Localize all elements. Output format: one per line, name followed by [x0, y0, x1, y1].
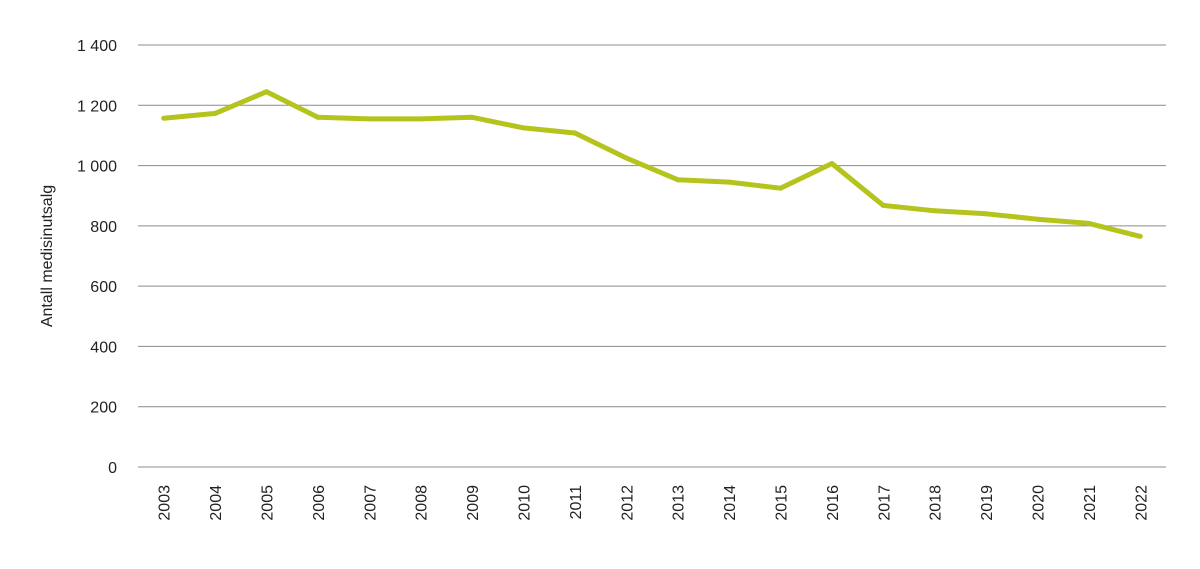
x-tick-label: 2009	[465, 485, 482, 521]
x-tick-label: 2015	[774, 485, 791, 521]
data-point	[983, 211, 989, 217]
data-point	[880, 202, 886, 208]
data-point	[469, 114, 475, 120]
x-tick-label: 2019	[979, 485, 996, 521]
x-tick-label: 2014	[722, 485, 739, 521]
data-point	[1137, 233, 1143, 239]
y-tick-label: 800	[90, 219, 117, 236]
x-tick-label: 2011	[568, 485, 585, 520]
data-point	[264, 89, 269, 95]
series-line	[163, 89, 1141, 239]
x-tick-label: 2013	[671, 485, 688, 521]
x-tick-label: 2012	[619, 485, 636, 521]
data-point	[366, 116, 372, 122]
x-tick-label: 2008	[414, 485, 431, 521]
y-axis-title: Antall medisinutsalg	[39, 185, 56, 327]
y-tick-label: 200	[90, 400, 117, 417]
data-point	[521, 125, 526, 131]
x-tick-label: 2016	[825, 485, 842, 521]
x-tick-label: 2020	[1031, 485, 1048, 521]
x-tick-label: 2017	[876, 485, 893, 521]
data-point	[829, 160, 835, 166]
y-axis-tick-labels: 0 200 400 600 800 1 000 1 200 1 400	[77, 38, 117, 477]
y-tick-label: 400	[90, 339, 117, 356]
x-tick-label: 2007	[362, 485, 379, 521]
y-tick-label: 1 400	[77, 38, 117, 55]
x-tick-label: 2018	[928, 485, 945, 521]
y-tick-label: 600	[90, 279, 117, 296]
data-point	[675, 177, 681, 183]
data-point	[161, 115, 167, 121]
gridlines	[138, 44, 1166, 468]
x-axis-tick-labels: 2003 2004 2005 2006 2007 2008 2009 2010 2011 2012…	[157, 485, 1151, 521]
data-point	[418, 116, 424, 122]
data-point	[726, 179, 732, 185]
data-point	[1035, 216, 1040, 222]
y-tick-label: 1 000	[77, 159, 117, 176]
data-point	[1086, 220, 1092, 226]
data-point	[932, 208, 938, 214]
data-point	[212, 110, 218, 116]
x-tick-label: 2003	[157, 485, 174, 521]
x-tick-label: 2004	[208, 485, 225, 521]
data-point	[778, 185, 783, 191]
y-tick-label: 0	[108, 460, 117, 477]
y-tick-label: 1 200	[77, 98, 117, 115]
x-tick-label: 2006	[311, 485, 328, 521]
x-tick-label: 2022	[1133, 485, 1150, 521]
x-tick-label: 2005	[260, 485, 277, 521]
data-point	[572, 130, 578, 136]
series-group	[161, 89, 1143, 239]
x-tick-label: 2010	[517, 485, 534, 521]
data-point	[623, 155, 629, 161]
data-point	[315, 114, 321, 120]
x-tick-label: 2021	[1082, 485, 1099, 521]
